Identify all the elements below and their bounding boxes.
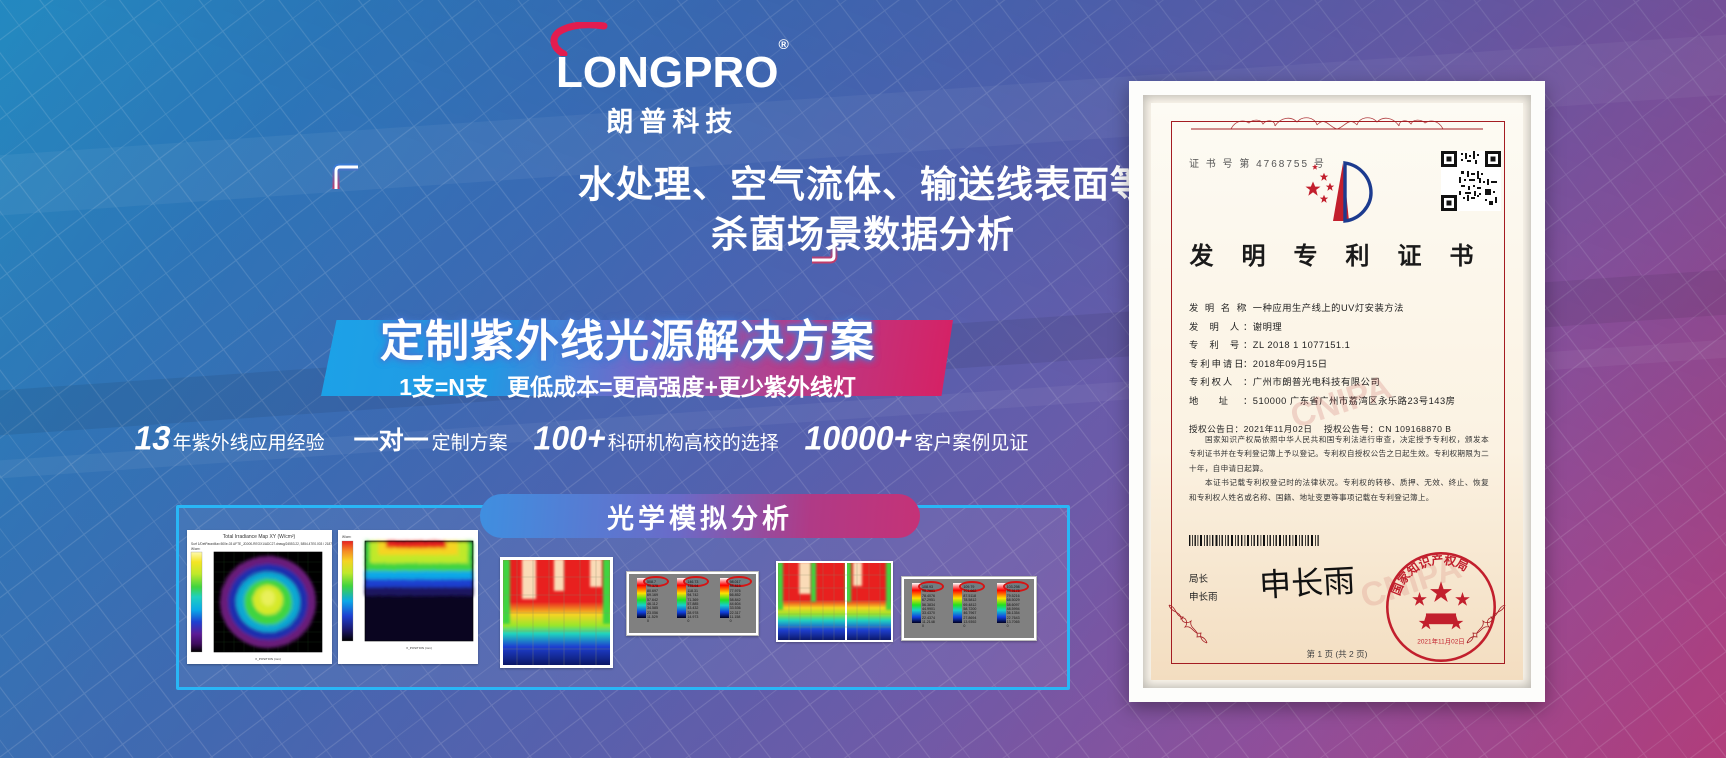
svg-text:Surf 1/DetParaxMax:500e-03 AFT: Surf 1/DetParaxMax:500e-03 AFTE_JD000-RE… [191,542,332,546]
svg-text:X_POSITION (mm): X_POSITION (mm) [255,657,281,661]
svg-text:2021年11月02日: 2021年11月02日 [1417,637,1464,646]
svg-text:Total Irradiance Map XY (W/cm²: Total Irradiance Map XY (W/cm²) [223,534,296,540]
svg-text:W/cm²: W/cm² [191,547,200,551]
svg-text:W/cm²: W/cm² [342,535,351,539]
svg-text:X_POSITION (mm): X_POSITION (mm) [406,646,432,650]
